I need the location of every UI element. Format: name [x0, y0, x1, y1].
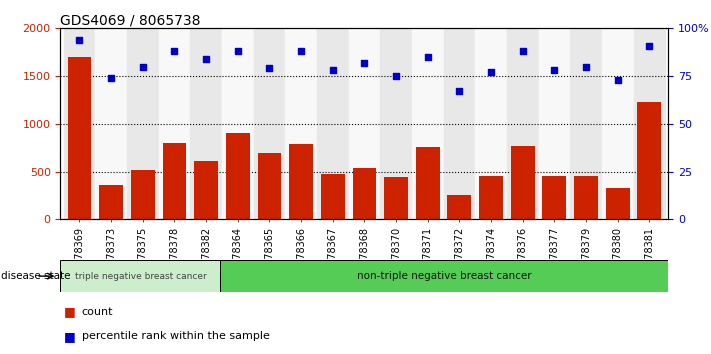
Bar — [634, 28, 665, 219]
Point — [486, 69, 497, 75]
Bar — [570, 28, 602, 219]
Bar — [163, 143, 186, 219]
Text: GDS4069 / 8065738: GDS4069 / 8065738 — [60, 13, 201, 27]
Bar — [447, 195, 471, 219]
Bar — [127, 28, 159, 219]
Bar — [444, 28, 475, 219]
Bar — [289, 144, 313, 219]
Bar — [317, 28, 348, 219]
Bar — [321, 173, 345, 219]
Bar — [542, 176, 566, 219]
Point — [358, 60, 370, 65]
Bar — [412, 28, 444, 219]
Bar — [380, 28, 412, 219]
Bar — [416, 147, 439, 219]
Bar — [475, 28, 507, 219]
Point — [74, 37, 85, 42]
Text: triple negative breast cancer: triple negative breast cancer — [75, 272, 206, 281]
Point — [232, 48, 243, 54]
Bar — [60, 260, 220, 292]
Bar — [538, 28, 570, 219]
Point — [327, 68, 338, 73]
Point — [549, 68, 560, 73]
Bar — [131, 170, 154, 219]
Bar — [95, 28, 127, 219]
Bar — [285, 28, 317, 219]
Bar — [638, 102, 661, 219]
Text: non-triple negative breast cancer: non-triple negative breast cancer — [357, 271, 532, 281]
Bar — [602, 28, 634, 219]
Bar — [100, 185, 123, 219]
Point — [580, 64, 592, 69]
Bar — [479, 176, 503, 219]
Bar — [353, 168, 376, 219]
Point — [105, 75, 117, 81]
Point — [517, 48, 528, 54]
Bar — [159, 28, 191, 219]
Bar — [68, 57, 91, 219]
Bar — [191, 28, 222, 219]
Point — [169, 48, 180, 54]
Bar — [194, 161, 218, 219]
Bar — [507, 28, 538, 219]
Point — [295, 48, 306, 54]
Bar — [510, 146, 535, 219]
Bar — [63, 28, 95, 219]
Text: disease state: disease state — [1, 271, 70, 281]
Point — [137, 64, 149, 69]
Bar — [384, 177, 408, 219]
Point — [643, 43, 655, 48]
Bar — [222, 28, 254, 219]
Bar — [606, 188, 629, 219]
Text: ■: ■ — [64, 305, 76, 318]
Bar — [574, 176, 598, 219]
Point — [454, 88, 465, 94]
Text: ■: ■ — [64, 330, 76, 343]
Text: percentile rank within the sample: percentile rank within the sample — [82, 331, 269, 341]
Point — [390, 73, 402, 79]
Point — [201, 56, 212, 62]
Point — [422, 54, 434, 60]
Bar — [220, 260, 668, 292]
Point — [264, 65, 275, 71]
Text: count: count — [82, 307, 113, 316]
Bar — [254, 28, 285, 219]
Point — [612, 77, 624, 83]
Bar — [226, 132, 250, 219]
Bar — [257, 153, 282, 219]
Bar — [348, 28, 380, 219]
